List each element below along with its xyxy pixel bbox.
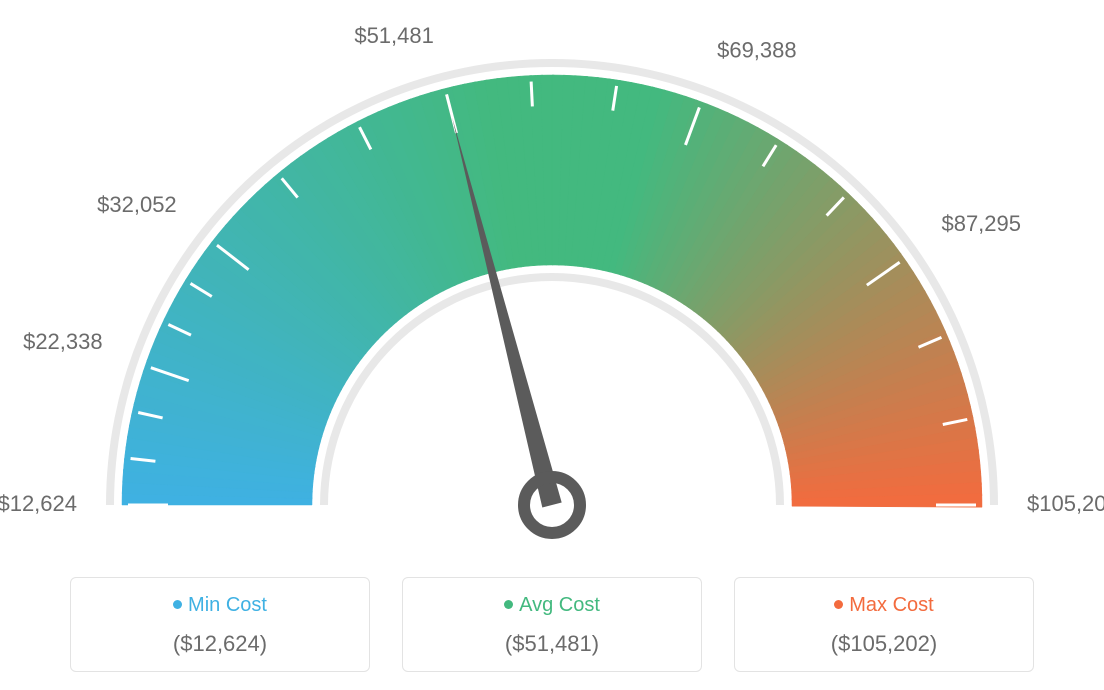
legend-dot-avg xyxy=(504,600,513,609)
legend-card-avg: Avg Cost ($51,481) xyxy=(402,577,702,672)
gauge-tick-label: $12,624 xyxy=(0,491,77,516)
gauge-colored-arc xyxy=(122,75,982,507)
legend-dot-max xyxy=(834,600,843,609)
gauge-tick-label: $22,338 xyxy=(23,329,103,354)
legend-value-avg: ($51,481) xyxy=(403,631,701,657)
legend-card-max: Max Cost ($105,202) xyxy=(734,577,1034,672)
gauge-svg: $12,624 $22,338 $32,052 $51,481 $69,388 $87,2… xyxy=(0,0,1104,540)
gauge-area: $12,624 $22,338 $32,052 $51,481 $69,388 $87,2… xyxy=(0,0,1104,540)
legend-title-avg-text: Avg Cost xyxy=(519,594,600,616)
gauge-tick-label: $69,388 xyxy=(717,38,797,63)
legend-title-max-text: Max Cost xyxy=(849,594,933,616)
cost-gauge-chart: $12,624 $22,338 $32,052 $51,481 $69,388 $87,2… xyxy=(0,0,1104,690)
gauge-tick-label: $87,295 xyxy=(941,211,1021,236)
legend-dot-min xyxy=(173,600,182,609)
gauge-tick-label: $105,202 xyxy=(1027,491,1104,516)
legend-title-min: Min Cost xyxy=(71,594,369,617)
gauge-tick-label: $51,481 xyxy=(354,23,434,48)
legend-row: Min Cost ($12,624) Avg Cost ($51,481) Ma… xyxy=(0,577,1104,672)
gauge-tick-label: $32,052 xyxy=(97,192,177,217)
legend-title-avg: Avg Cost xyxy=(403,594,701,617)
legend-card-min: Min Cost ($12,624) xyxy=(70,577,370,672)
legend-title-min-text: Min Cost xyxy=(188,594,267,616)
legend-value-max: ($105,202) xyxy=(735,631,1033,657)
legend-title-max: Max Cost xyxy=(735,594,1033,617)
legend-value-min: ($12,624) xyxy=(71,631,369,657)
